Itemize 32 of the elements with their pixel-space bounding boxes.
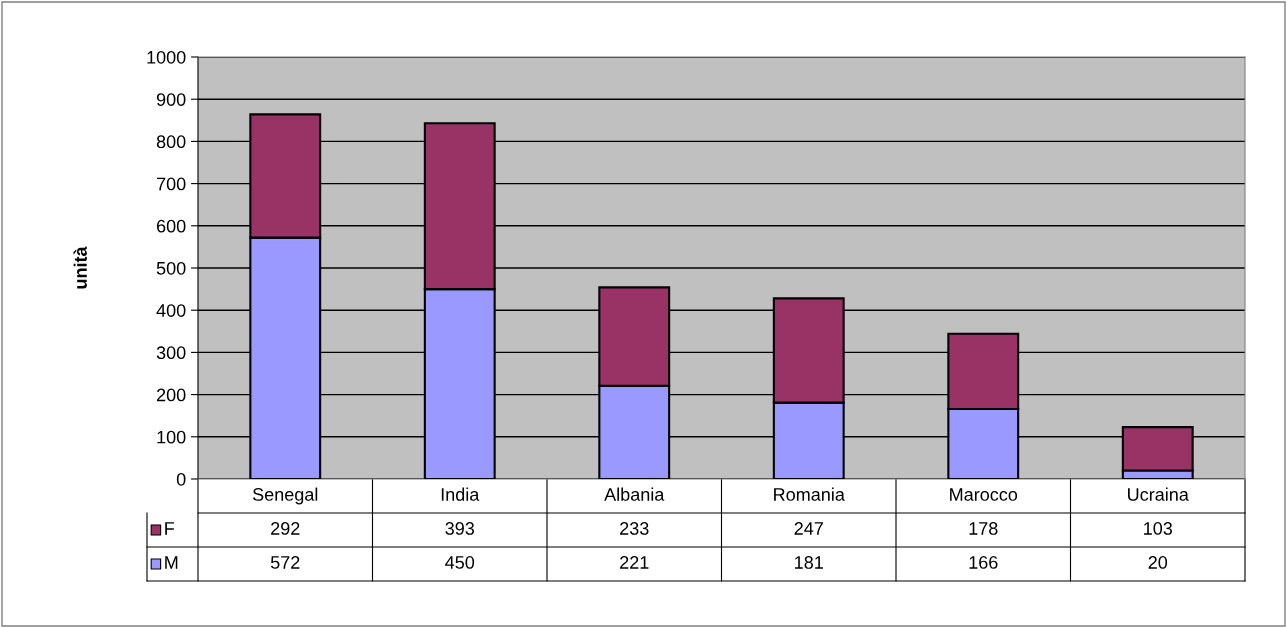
x-tick-label: India [441,487,480,501]
y-tick-label: 100 [157,430,186,444]
y-tick-label: 1000 [147,50,186,64]
x-tick-label: Marocco [950,488,1018,501]
y-tick-label: 200 [156,388,186,402]
x-tick-label: Ucraina [1128,487,1189,501]
x-tick-label: Senegal [252,487,318,505]
data-label: 393 [445,522,475,535]
x-tick-label: Albania [604,487,665,501]
legend-label: F [165,522,175,535]
data-label: 221 [620,556,649,569]
data-label: 450 [445,556,475,569]
data-label: 20 [1148,556,1168,569]
data-label: 103 [1144,522,1173,535]
data-label: 572 [270,556,300,569]
y-tick-label: 900 [156,93,186,106]
data-label: 233 [620,522,649,535]
y-tick-label: 400 [156,304,186,317]
y-tick-label: 500 [156,261,186,275]
y-axis-title: unità [73,246,87,289]
x-tick-label: Romania [774,487,845,501]
data-label: 181 [795,556,823,569]
data-label: 292 [271,522,300,535]
data-label: 247 [794,522,823,535]
data-label: 178 [969,522,998,535]
y-tick-label: 700 [157,177,186,191]
y-tick-label: 800 [156,135,186,149]
y-tick-label: 0 [176,472,186,486]
legend-label: M [165,556,178,569]
y-tick-label: 600 [156,219,186,233]
y-tick-label: 300 [156,346,186,360]
data-label: 166 [969,556,998,569]
